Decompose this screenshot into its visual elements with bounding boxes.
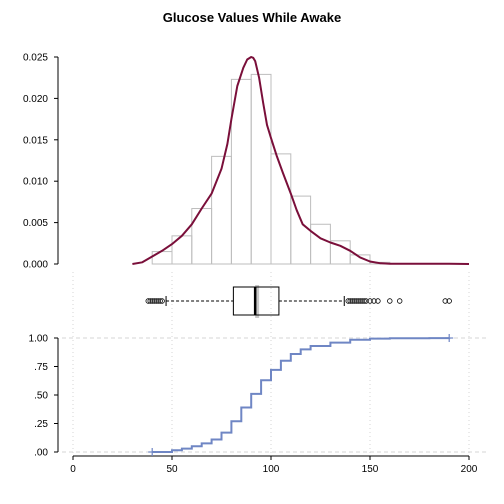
outlier-point bbox=[155, 298, 161, 304]
density-curve bbox=[132, 56, 470, 265]
y-tick-label: 0.000 bbox=[23, 260, 48, 271]
outlier-point bbox=[446, 298, 452, 304]
outlier-point bbox=[149, 298, 155, 304]
y-tick-label: 1.00 bbox=[29, 334, 49, 345]
histogram-bar bbox=[329, 240, 351, 265]
chart-title: Glucose Values While Awake bbox=[163, 10, 341, 25]
x-tick-label: 200 bbox=[461, 464, 478, 475]
outlier-point bbox=[361, 298, 367, 304]
outlier-point bbox=[349, 298, 355, 304]
outlier-point bbox=[359, 298, 365, 304]
boxplot-panel bbox=[72, 272, 470, 458]
outlier-point bbox=[367, 298, 373, 304]
y-tick-label: .75 bbox=[34, 362, 48, 373]
x-tick-label: 0 bbox=[70, 464, 76, 475]
outlier-point bbox=[153, 298, 159, 304]
histogram-bar bbox=[211, 155, 232, 265]
outlier-point bbox=[147, 298, 153, 304]
histogram-bar bbox=[270, 153, 292, 265]
histogram-bar bbox=[290, 195, 312, 265]
outlier-point bbox=[371, 298, 377, 304]
histogram-bar bbox=[250, 73, 272, 265]
outlier-point bbox=[351, 298, 357, 304]
x-tick-label: 150 bbox=[362, 464, 379, 475]
outlier-point bbox=[345, 298, 351, 304]
histogram-bar bbox=[349, 254, 371, 265]
histogram-bar bbox=[151, 251, 173, 265]
outlier-point bbox=[355, 298, 361, 304]
outlier-point bbox=[347, 298, 353, 304]
y-tick-label: 0.025 bbox=[23, 53, 48, 64]
y-tick-label: .25 bbox=[34, 419, 48, 430]
outlier-point bbox=[353, 298, 359, 304]
histogram-bar bbox=[191, 208, 213, 265]
outlier-point bbox=[151, 298, 157, 304]
histogram-panel: 0.000 0.005 0.010 0.015 0.020 0.025 bbox=[23, 53, 470, 271]
outlier-point bbox=[442, 298, 448, 304]
outlier-point bbox=[363, 298, 369, 304]
outlier-point bbox=[357, 298, 363, 304]
ecdf-panel: .00 .25 .50 .75 1.00 0 50 100 150 200 bbox=[29, 334, 488, 475]
outlier-point bbox=[397, 298, 403, 304]
ecdf-line bbox=[152, 337, 451, 453]
outlier-point bbox=[159, 298, 165, 304]
outlier-point bbox=[387, 298, 393, 304]
y-tick-label: 0.010 bbox=[23, 177, 48, 188]
y-tick-label: 0.005 bbox=[23, 218, 48, 229]
mean-band bbox=[255, 285, 260, 318]
y-tick-label: .00 bbox=[34, 448, 48, 459]
y-tick-label: .50 bbox=[34, 391, 48, 402]
histogram-bar bbox=[171, 235, 193, 265]
outlier-point bbox=[375, 298, 381, 304]
x-tick-label: 100 bbox=[263, 464, 280, 475]
outlier-point bbox=[157, 298, 163, 304]
y-tick-label: 0.020 bbox=[23, 94, 48, 105]
outlier-point bbox=[145, 298, 151, 304]
y-tick-label: 0.015 bbox=[23, 135, 48, 146]
x-tick-label: 50 bbox=[166, 464, 178, 475]
histogram-bar bbox=[310, 223, 331, 265]
